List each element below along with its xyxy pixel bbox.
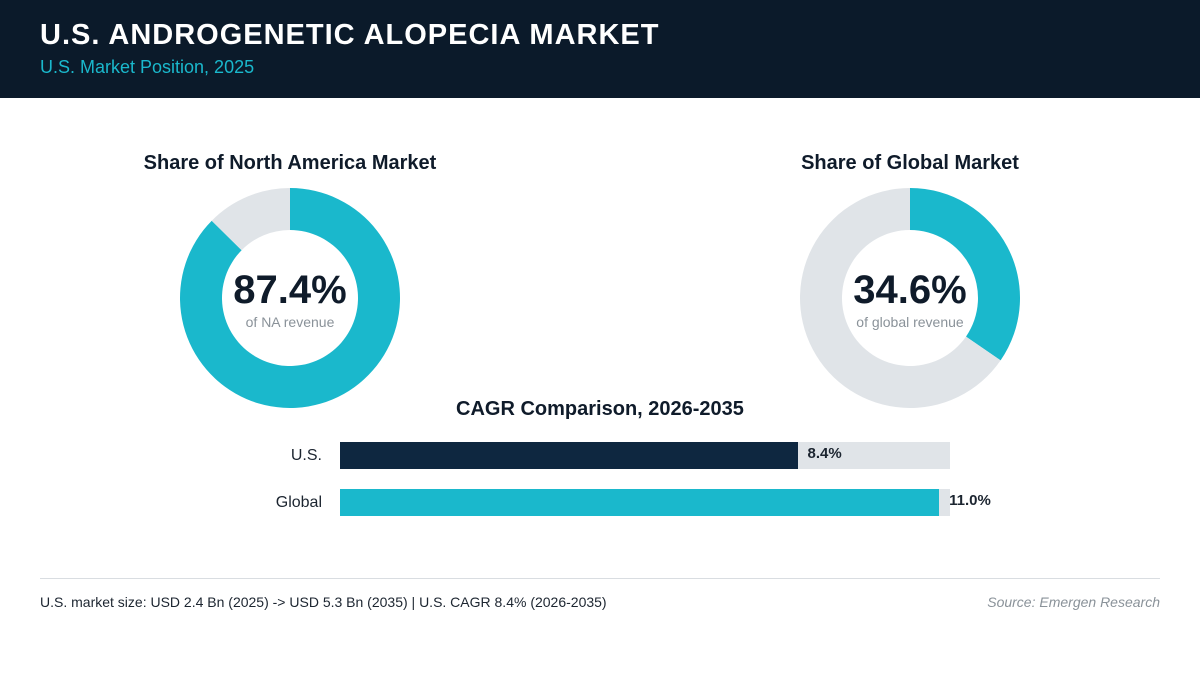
global-share-title: Share of Global Market xyxy=(801,152,1019,174)
header-banner: U.S. ANDROGENETIC ALOPECIA MARKET U.S. M… xyxy=(0,0,1200,98)
na-donut: 87.4% of NA revenue xyxy=(180,188,400,408)
bar-label-us: U.S. xyxy=(290,447,322,464)
bar-value-global: 11.0% xyxy=(949,492,991,509)
na-share-title: Share of North America Market xyxy=(143,152,437,174)
bar-label-global: Global xyxy=(275,494,322,511)
global-slice-us xyxy=(910,188,1020,361)
global-donut-svg xyxy=(800,188,1020,408)
source-credit: Source: Emergen Research xyxy=(987,594,1160,610)
global-share-caption: of global revenue xyxy=(856,314,964,330)
page-subtitle: U.S. Market Position, 2025 xyxy=(40,57,255,77)
global-share-chart: Share of Global Market 34.6% of global r… xyxy=(740,150,1080,408)
footer-note: U.S. market size: USD 2.4 Bn (2025) -> U… xyxy=(40,594,607,610)
bar-us xyxy=(340,442,798,469)
na-slice-rest xyxy=(211,188,290,251)
page-title: U.S. ANDROGENETIC ALOPECIA MARKET xyxy=(40,19,660,51)
bar-value-us: 8.4% xyxy=(807,445,842,462)
cagr-chart-title: CAGR Comparison, 2026-2035 xyxy=(456,398,744,420)
na-share-chart: Share of North America Market 87.4% of N… xyxy=(120,150,460,408)
na-slice-us xyxy=(180,188,400,408)
global-donut-center: 34.6% of global revenue xyxy=(800,188,1020,408)
na-share-caption: of NA revenue xyxy=(245,314,335,330)
global-donut: 34.6% of global revenue xyxy=(800,188,1020,408)
bar-track-global: 11.0% xyxy=(340,489,991,516)
global-share-value: 34.6% xyxy=(853,268,967,312)
footer-divider xyxy=(40,578,1160,579)
na-donut-svg xyxy=(180,188,400,408)
bar-track-us: 8.4% xyxy=(340,442,950,469)
na-donut-center: 87.4% of NA revenue xyxy=(180,188,400,408)
bar-global xyxy=(340,489,940,516)
bar-row-us: U.S. 8.4% xyxy=(240,442,1000,469)
bar-row-global: Global 11.0% xyxy=(240,489,1000,516)
na-share-value: 87.4% xyxy=(233,268,347,312)
global-slice-rest xyxy=(800,188,1001,408)
